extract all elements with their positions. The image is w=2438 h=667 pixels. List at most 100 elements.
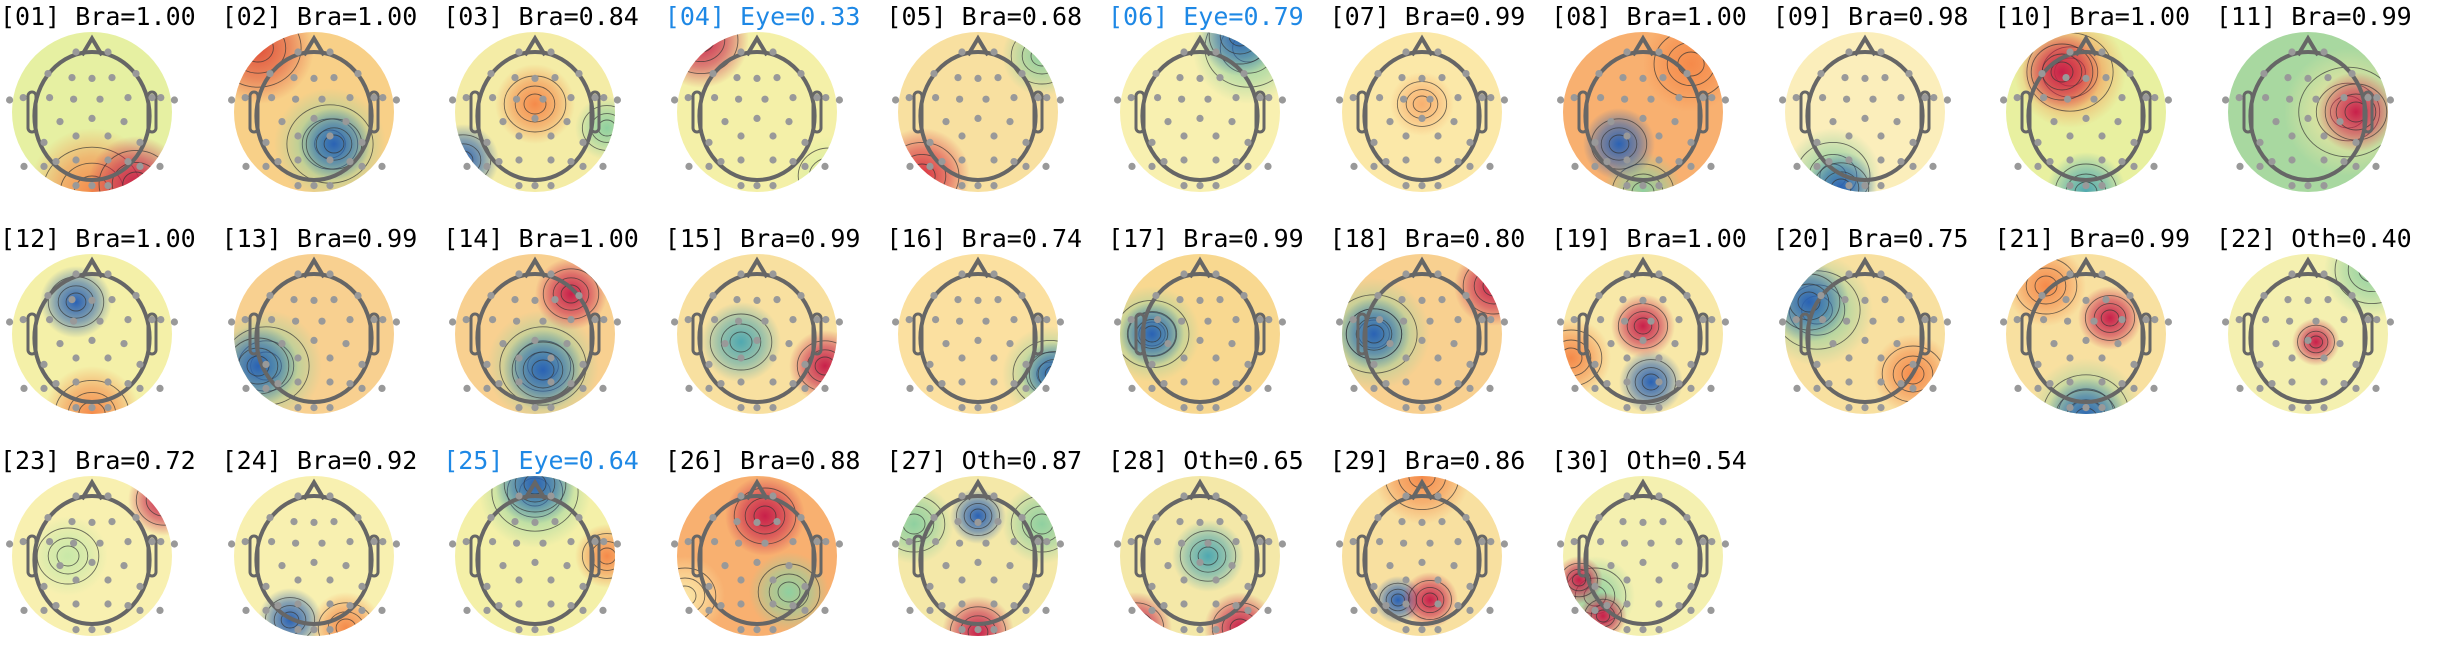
sensor-dot xyxy=(1433,182,1442,190)
sensor-dot xyxy=(291,317,299,325)
sensor-dot xyxy=(1893,340,1901,348)
sensor-dot xyxy=(1461,514,1470,522)
topomap xyxy=(892,254,1065,414)
sensor-dot xyxy=(1877,182,1885,190)
topomap xyxy=(227,476,400,636)
right-ear xyxy=(1476,312,1488,356)
topomap xyxy=(1335,476,1508,636)
sensor-dot xyxy=(291,539,299,547)
sensor-dot xyxy=(599,162,607,170)
sensor-dot xyxy=(2320,378,2328,386)
sensor-dot xyxy=(1570,538,1578,546)
sensor-dot xyxy=(1655,270,1663,278)
sensor-dot xyxy=(958,270,966,278)
sensor-dot xyxy=(579,384,587,392)
sensor-dot xyxy=(801,582,809,590)
sensor-dot xyxy=(96,95,104,103)
sensor-dot xyxy=(974,518,982,526)
sensor-dot xyxy=(2118,316,2126,324)
topomap xyxy=(449,32,622,192)
sensor-dot xyxy=(1375,538,1383,546)
contour-line xyxy=(1596,609,1611,623)
sensor-dot xyxy=(769,156,777,164)
topomap-panel: [01] Bra=1.00 xyxy=(0,0,221,222)
sensor-dot xyxy=(317,317,326,325)
topomap xyxy=(2000,32,2173,192)
sensor-dot xyxy=(148,94,156,102)
sensor-dot xyxy=(2284,296,2292,304)
sensor-dot xyxy=(277,562,286,570)
topomap-panel: [12] Bra=1.00 xyxy=(0,222,221,444)
sensor-dot xyxy=(1399,317,1407,325)
head-outline xyxy=(1140,272,1260,404)
sensor-dot xyxy=(1453,158,1462,166)
right-ear xyxy=(146,534,158,578)
sensor-dot xyxy=(495,158,503,166)
sensor-dot xyxy=(1869,317,1877,325)
sensor-dot xyxy=(1417,336,1426,344)
sensor-dot xyxy=(567,316,575,324)
sensor-dot xyxy=(1216,296,1224,304)
sensor-dot xyxy=(345,538,354,546)
sensor-dot xyxy=(932,538,940,546)
left-ear xyxy=(2020,90,2032,134)
sensor-dot xyxy=(1595,70,1603,78)
sensor-dot xyxy=(345,94,354,102)
sensor-dot xyxy=(513,317,521,325)
sensor-dot xyxy=(267,316,275,324)
sensor-dot xyxy=(1152,70,1160,78)
sensor-dot xyxy=(1671,118,1679,126)
contour-line xyxy=(1125,618,1147,636)
sensor-dot xyxy=(291,95,299,103)
sensor-dot xyxy=(974,182,982,190)
sensor-dot xyxy=(56,118,64,126)
sensor-dot xyxy=(1349,94,1357,102)
component-label: [22] Oth=0.40 xyxy=(2216,224,2412,253)
sensor-dot xyxy=(835,318,843,326)
sensor-dot xyxy=(88,518,96,526)
sensor-dot xyxy=(1453,602,1462,610)
component-label: [14] Bra=1.00 xyxy=(443,224,639,253)
sensor-dot xyxy=(1449,118,1458,126)
sensor-dot xyxy=(705,384,713,392)
sensor-dot xyxy=(531,558,539,566)
sensor-dot xyxy=(1486,316,1494,324)
component-label: [27] Oth=0.87 xyxy=(886,446,1083,475)
head-outline xyxy=(697,272,817,404)
sensor-dot xyxy=(1591,606,1599,614)
sensor-dot xyxy=(982,95,990,103)
sensor-dot xyxy=(1114,318,1122,326)
nose xyxy=(966,256,991,279)
sensor-dot xyxy=(1929,316,1938,324)
sensor-dot xyxy=(954,296,962,304)
sensor-dot xyxy=(2038,292,2046,300)
sensor-dot xyxy=(1375,94,1383,102)
sensor-dot xyxy=(709,292,717,300)
sensor-dot xyxy=(797,70,805,78)
sensor-dot xyxy=(1623,626,1631,634)
sensor-dot xyxy=(717,380,725,388)
topomap xyxy=(1114,254,1286,414)
sensor-dot xyxy=(1232,316,1240,324)
sensor-dot xyxy=(2114,118,2122,126)
contour-line xyxy=(2297,324,2335,360)
topomap-panel: [19] Bra=1.00 xyxy=(1551,222,1772,444)
sensor-dot xyxy=(68,74,76,82)
sensor-dot xyxy=(1845,132,1853,140)
sensor-dot xyxy=(563,340,571,348)
sensor-dot xyxy=(2320,156,2328,164)
sensor-dot xyxy=(1349,316,1357,324)
nose xyxy=(301,34,326,57)
sensor-dot xyxy=(930,70,938,78)
contour-line xyxy=(2042,374,2130,414)
sensor-dot xyxy=(1929,384,1937,392)
topomap-panel: [14] Bra=1.00 xyxy=(443,222,664,444)
sensor-dot xyxy=(1204,95,1212,103)
right-ear xyxy=(1476,534,1488,578)
sensor-dot xyxy=(2126,292,2134,300)
sensor-dot xyxy=(1557,318,1565,326)
contour-line xyxy=(56,545,80,567)
sensor-dot xyxy=(599,384,607,392)
component-label: [19] Bra=1.00 xyxy=(1551,224,1747,253)
topomap xyxy=(227,32,400,192)
